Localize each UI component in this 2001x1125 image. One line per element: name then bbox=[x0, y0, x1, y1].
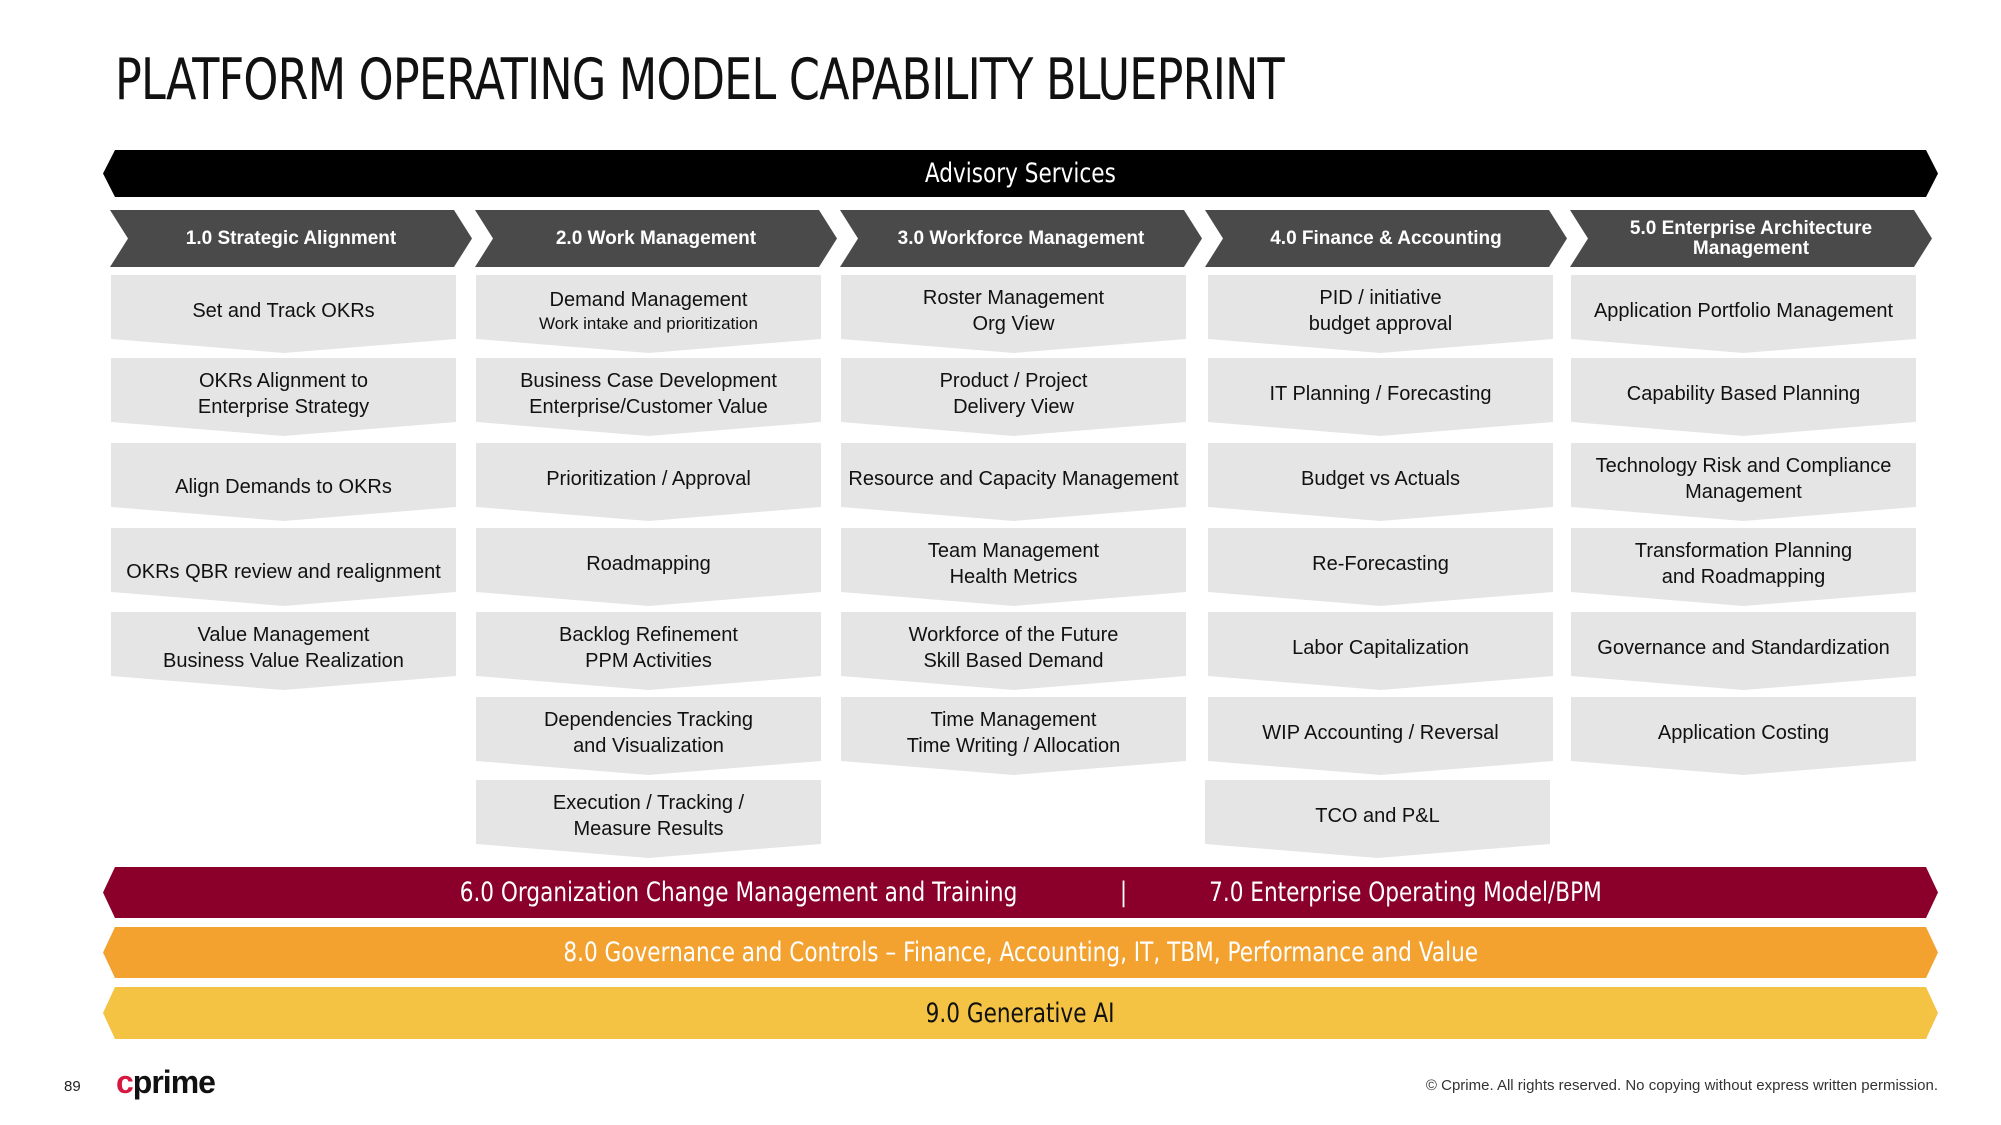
capability-cell: Business Case Development Enterprise/Cust… bbox=[476, 358, 821, 436]
capability-cell: Set and Track OKRs bbox=[111, 275, 456, 353]
capability-cell: Demand Management Work intake and priorit… bbox=[476, 275, 821, 353]
change-management-label: 6.0 Organization Change Management and T… bbox=[459, 877, 1018, 908]
capability-cell: Team Management Health Metrics bbox=[841, 528, 1186, 606]
capability-cell: Roadmapping bbox=[476, 528, 821, 606]
column-header-work-management: 2.0 Work Management bbox=[475, 210, 837, 267]
capability-cell: Technology Risk and Compliance Management bbox=[1571, 443, 1916, 521]
generative-ai-label: 9.0 Generative AI bbox=[926, 997, 1115, 1029]
capability-cell: Dependencies Tracking and Visualization bbox=[476, 697, 821, 775]
capability-cell: Prioritization / Approval bbox=[476, 443, 821, 521]
capability-cell: Execution / Tracking / Measure Results bbox=[476, 780, 821, 858]
capability-cell: Application Portfolio Management bbox=[1571, 275, 1916, 353]
operating-model-label: 7.0 Enterprise Operating Model/BPM bbox=[1209, 877, 1602, 908]
capability-cell: OKRs QBR review and realignment bbox=[111, 528, 456, 606]
capability-cell: Labor Capitalization bbox=[1208, 612, 1553, 690]
capability-cell: Capability Based Planning bbox=[1571, 358, 1916, 436]
column-header-strategic-alignment: 1.0 Strategic Alignment bbox=[110, 210, 472, 267]
capability-cell: IT Planning / Forecasting bbox=[1208, 358, 1553, 436]
advisory-services-label: Advisory Services bbox=[925, 158, 1116, 189]
advisory-services-band: Advisory Services bbox=[103, 150, 1938, 197]
capability-cell: Re-Forecasting bbox=[1208, 528, 1553, 606]
copyright-notice: © Cprime. All rights reserved. No copyin… bbox=[1425, 1077, 1938, 1094]
capability-cell: Resource and Capacity Management bbox=[841, 443, 1186, 521]
capability-cell: Value Management Business Value Realizati… bbox=[111, 612, 456, 690]
column-header-enterprise-architecture: 5.0 Enterprise Architecture Management bbox=[1570, 210, 1932, 267]
capability-cell: WIP Accounting / Reversal bbox=[1208, 697, 1553, 775]
capability-cell: Transformation Planning and Roadmapping bbox=[1571, 528, 1916, 606]
generative-ai-band: 9.0 Generative AI bbox=[103, 987, 1938, 1039]
page-title: PLATFORM OPERATING MODEL CAPABILITY BLUE… bbox=[115, 47, 1285, 113]
capability-cell: Backlog Refinement PPM Activities bbox=[476, 612, 821, 690]
capability-cell: PID / initiative budget approval bbox=[1208, 275, 1553, 353]
capability-cell: Application Costing bbox=[1571, 697, 1916, 775]
column-header-workforce-management: 3.0 Workforce Management bbox=[840, 210, 1202, 267]
page-number: 89 bbox=[64, 1078, 81, 1095]
capability-cell: Product / Project Delivery View bbox=[841, 358, 1186, 436]
capability-cell: TCO and P&L bbox=[1205, 780, 1550, 858]
change-management-band: 6.0 Organization Change Management and T… bbox=[103, 867, 1938, 918]
capability-cell: Budget vs Actuals bbox=[1208, 443, 1553, 521]
governance-band: 8.0 Governance and Controls – Finance, A… bbox=[103, 927, 1938, 978]
band-separator: | bbox=[1119, 877, 1128, 908]
capability-cell: Workforce of the Future Skill Based Deman… bbox=[841, 612, 1186, 690]
capability-cell: Align Demands to OKRs bbox=[111, 443, 456, 521]
capability-cell: Governance and Standardization bbox=[1571, 612, 1916, 690]
column-header-finance-accounting: 4.0 Finance & Accounting bbox=[1205, 210, 1567, 267]
governance-label: 8.0 Governance and Controls – Finance, A… bbox=[563, 937, 1478, 968]
cprime-logo: cprime bbox=[116, 1064, 216, 1100]
capability-cell: OKRs Alignment to Enterprise Strategy bbox=[111, 358, 456, 436]
capability-cell: Roster Management Org View bbox=[841, 275, 1186, 353]
capability-cell: Time Management Time Writing / Allocation bbox=[841, 697, 1186, 775]
